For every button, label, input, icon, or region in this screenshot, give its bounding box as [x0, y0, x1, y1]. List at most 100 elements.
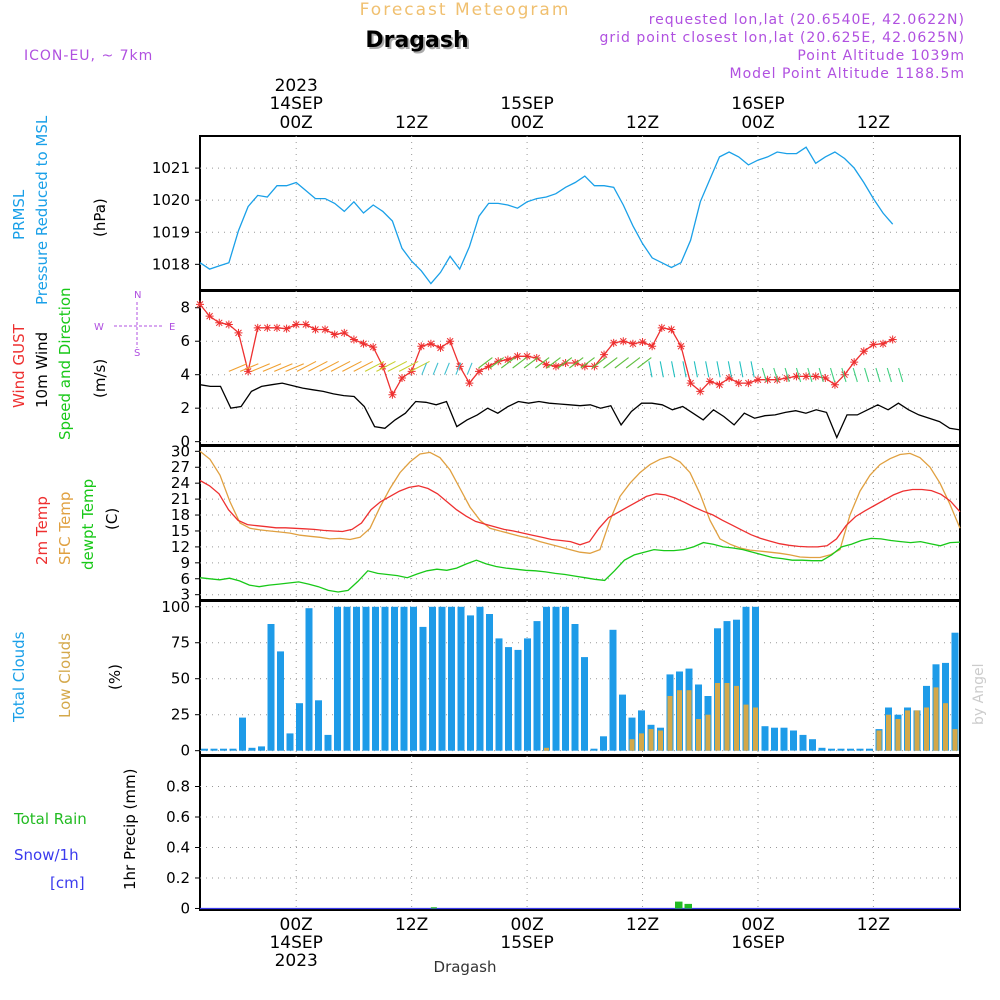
total-cloud-bar — [799, 734, 807, 751]
gust-marker — [725, 374, 734, 383]
gust-marker — [417, 342, 426, 351]
total-cloud-bar — [856, 748, 864, 751]
total-cloud-bar — [372, 606, 379, 751]
axis-day: 14SEP — [269, 94, 322, 114]
low-cloud-bar — [753, 707, 758, 751]
wind-arrow — [569, 357, 584, 369]
gust-marker — [802, 372, 811, 381]
low-cloud-bar — [952, 729, 958, 751]
y-tick-label: 25 — [171, 706, 190, 724]
wind-arrow — [841, 367, 847, 383]
requested-coords: requested lon,lat (20.6540E, 42.0622N) — [649, 12, 965, 28]
wind-arrow — [829, 367, 836, 383]
low-cloud-bar — [895, 719, 901, 751]
axis-hour: 12Z — [626, 915, 659, 935]
axis-hour: 12Z — [395, 113, 428, 133]
wind-arrow — [342, 360, 362, 372]
gust-marker — [705, 377, 714, 386]
gust-marker — [879, 339, 888, 348]
low-cloud-bar — [905, 710, 910, 751]
y-tick-label: 30 — [171, 442, 190, 460]
wind-arrow — [648, 361, 653, 378]
wind-arrow — [239, 363, 259, 372]
wind-arrow — [557, 357, 573, 369]
gust-marker — [196, 300, 204, 309]
total-cloud-bar — [609, 629, 617, 751]
gust-marker — [321, 325, 330, 334]
gust-marker — [763, 375, 772, 384]
wind-arrow — [807, 367, 813, 383]
total-cloud-bar — [296, 703, 303, 751]
axis-day: 14SEP — [269, 933, 322, 953]
gust-marker — [301, 320, 310, 329]
low-cloud-bar — [743, 704, 749, 751]
precip-panel: 0 0.2 0.4 0.6 0.8 — [166, 755, 961, 917]
total-cloud-bar — [790, 730, 797, 751]
axis-hour: 00Z — [510, 113, 543, 133]
y-tick-label: 0 — [180, 899, 190, 917]
gust-marker — [378, 362, 387, 371]
gust-marker — [234, 328, 243, 337]
low-cloud-bar — [734, 685, 739, 751]
axis-hour: 12Z — [857, 915, 890, 935]
pressure-panel: 1018 1019 1020 1021 — [152, 135, 961, 291]
y-tick-label: 0.2 — [166, 869, 190, 887]
y-tick-label: 3 — [180, 586, 190, 604]
total-cloud-bar — [429, 606, 436, 751]
y-tick-label: 0.4 — [166, 838, 190, 856]
gust-marker — [869, 340, 878, 349]
low-cloud-bar — [914, 710, 920, 751]
total-cloud-bar — [467, 615, 474, 751]
wind-arrow — [398, 360, 419, 372]
prmsl-label: PRMSL — [10, 189, 28, 240]
gust-marker — [292, 320, 301, 329]
temp-unit: (C) — [103, 508, 121, 530]
wind-panel: 0 2 4 6 8 — [180, 290, 961, 451]
total-cloud-bar — [210, 748, 218, 751]
wind-arrow — [875, 367, 881, 383]
wind-arrow — [546, 357, 561, 369]
wind-arrow — [478, 357, 493, 369]
rain-bar — [430, 907, 437, 909]
dewpoint-line — [199, 537, 961, 593]
total-cloud-bar — [457, 606, 465, 751]
temp-frame — [199, 445, 961, 601]
low-cloud-bar — [639, 733, 644, 751]
gust-marker — [744, 379, 753, 388]
wind-arrow — [580, 357, 595, 369]
compass-s: S — [134, 348, 140, 359]
total-cloud-bar — [752, 606, 759, 751]
total-cloud-bar — [505, 647, 512, 751]
axis-day: 16SEP — [731, 933, 784, 953]
t2m-label: 2m Temp — [33, 496, 51, 565]
axis-year: 2023 — [275, 951, 318, 971]
total-cloud-bar — [334, 606, 341, 751]
wind-arrow — [864, 367, 870, 383]
total-cloud-bar — [486, 614, 493, 751]
wind-arrow — [614, 357, 629, 369]
dew-label: dewpt Temp — [79, 479, 97, 570]
total-cloud-bar — [628, 717, 636, 751]
total-cloud-bar — [353, 606, 360, 751]
gust-marker — [311, 325, 320, 334]
total-cloud-bar — [239, 717, 246, 751]
y-tick-label: 50 — [171, 670, 190, 688]
total-cloud-bar — [828, 748, 835, 751]
gust-marker — [830, 380, 839, 389]
footer-station: Dragash — [434, 958, 497, 976]
wind-arrow — [682, 361, 687, 378]
low-cloud-bar — [696, 719, 701, 751]
wind-arrow — [330, 360, 351, 372]
axis-hour: 12Z — [626, 113, 659, 133]
total-cloud-bar — [590, 748, 598, 751]
watermark: by Angel — [971, 664, 987, 725]
total-cloud-bar — [695, 684, 702, 751]
axis-day: 15SEP — [500, 94, 553, 114]
total-cloud-bar — [514, 649, 522, 751]
gust-marker — [551, 362, 560, 371]
wind-arrow — [671, 361, 676, 378]
gust-marker — [369, 343, 378, 352]
